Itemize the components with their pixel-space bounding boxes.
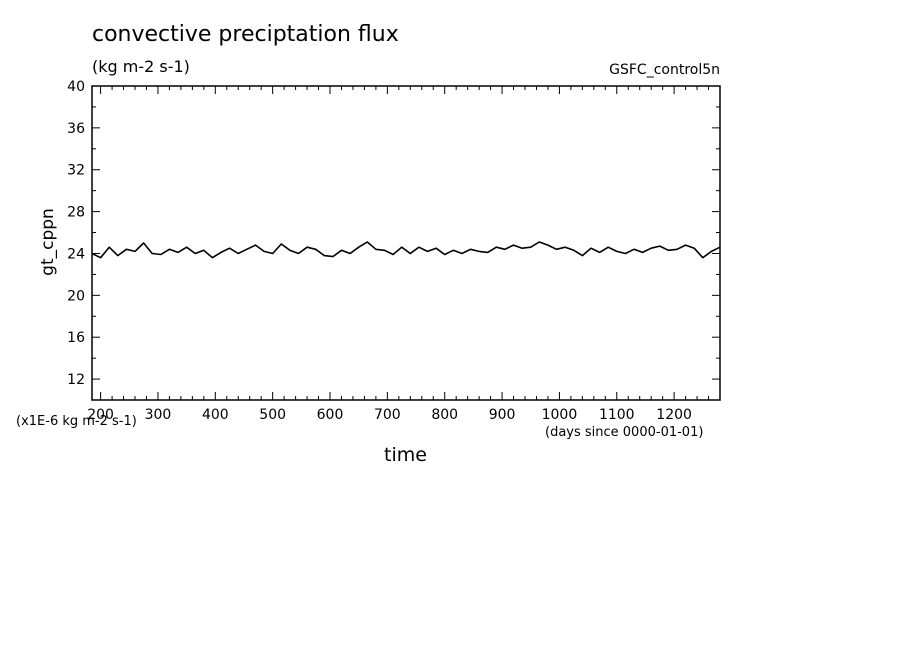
chart-units: (kg m-2 s-1) [92,57,190,76]
x-tick-label: 200 [87,407,114,423]
y-tick-label: 40 [67,79,85,95]
x-tick-label: 600 [317,407,344,423]
chart-title: convective preciptation flux [92,22,399,47]
x-axis-units: (days since 0000-01-01) [545,425,704,440]
x-tick-label: 400 [202,407,229,423]
plot-frame [91,85,721,401]
run-label: GSFC_control5n [609,62,720,78]
x-tick-label: 500 [259,407,286,423]
y-scale-note: (x1E-6 kg m-2 s-1) [16,414,137,429]
y-tick-label: 36 [67,121,85,137]
x-tick-label: 700 [374,407,401,423]
x-axis-label: time [384,444,427,466]
x-tick-label: 1200 [656,407,692,423]
x-tick-label: 800 [431,407,458,423]
y-tick-label: 16 [67,330,85,346]
x-tick-label: 1000 [542,407,578,423]
y-tick-label: 32 [67,163,85,179]
data-series-line [91,241,721,259]
x-tick-label: 300 [145,407,172,423]
x-tick-label: 900 [489,407,516,423]
y-tick-label: 24 [67,246,85,262]
y-tick-label: 28 [67,205,85,221]
y-tick-label: 12 [67,372,85,388]
x-tick-label: 1100 [599,407,635,423]
y-tick-label: 20 [67,288,85,304]
